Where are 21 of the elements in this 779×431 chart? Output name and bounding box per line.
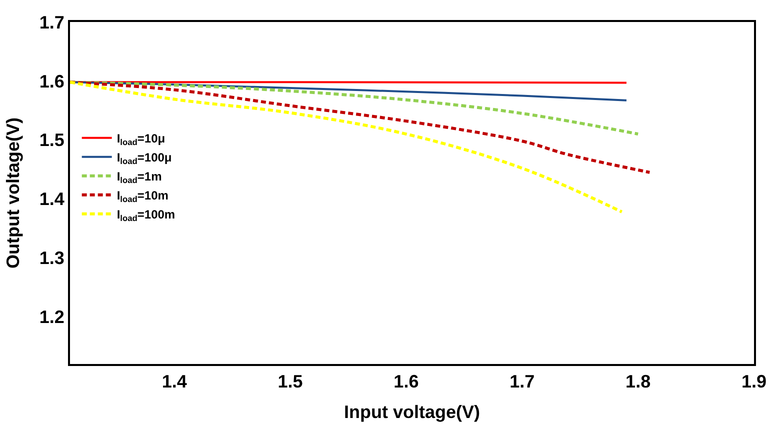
x-axis-title: Input voltage(V): [344, 402, 480, 422]
x-tick-label: 1.6: [394, 372, 419, 392]
line-series: [70, 80, 640, 136]
legend-label: I$_{load}$=1m: [116, 170, 162, 186]
y-axis-title: Output voltage(V): [3, 118, 24, 268]
y-tick-label: 1.5: [39, 130, 64, 150]
y-tick-label: 1.3: [39, 248, 64, 268]
legend-label: I$_{load}$=100μ: [116, 150, 172, 166]
legend-label: I$_{load}$=100m: [116, 208, 176, 224]
y-tick-label: 1.2: [39, 307, 64, 328]
x-tick-label: 1.7: [510, 372, 535, 392]
x-tick-label: 1.9: [741, 372, 767, 392]
x-tick-label: 1.4: [162, 372, 187, 392]
x-tick-label: 1.5: [278, 372, 303, 392]
y-tick-label: 1.7: [39, 12, 64, 32]
x-tick-label: 1.8: [626, 372, 651, 392]
legend-label: I$_{load}$=10μ: [116, 132, 166, 148]
legend-label: I$_{load}$=10m: [116, 188, 168, 204]
y-tick-label: 1.4: [39, 189, 64, 210]
y-tick-label: 1.6: [39, 71, 64, 92]
line-series: [70, 80, 652, 174]
